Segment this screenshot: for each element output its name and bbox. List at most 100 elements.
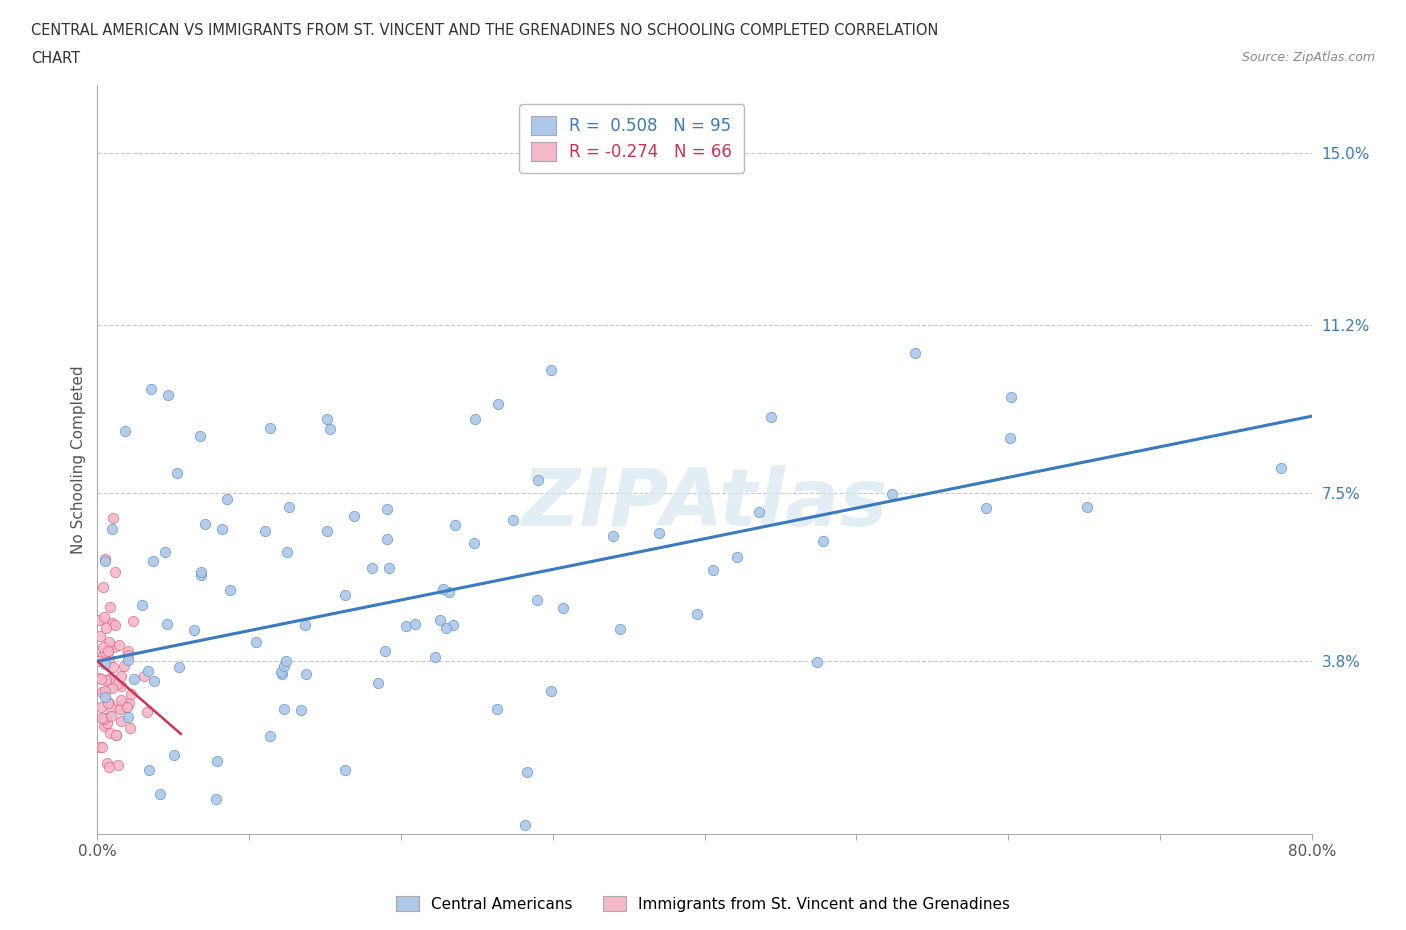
Point: [94, 620, 117, 635]
Point: [367, 676, 389, 691]
Point: [94, 684, 117, 698]
Point: [361, 560, 384, 575]
Text: ZIPAtlas: ZIPAtlas: [522, 465, 887, 543]
Point: [273, 658, 295, 673]
Point: [648, 525, 671, 540]
Point: [110, 669, 132, 684]
Point: [107, 638, 129, 653]
Point: [94, 552, 117, 567]
Point: [97, 696, 120, 711]
Point: [609, 621, 631, 636]
Point: [441, 618, 464, 632]
Legend: R =  0.508   N = 95, R = -0.274   N = 66: R = 0.508 N = 95, R = -0.274 N = 66: [519, 104, 744, 173]
Point: [94, 689, 117, 704]
Point: [118, 696, 141, 711]
Point: [105, 727, 128, 742]
Point: [316, 524, 339, 538]
Point: [93, 712, 115, 727]
Point: [91, 739, 114, 754]
Point: [215, 492, 238, 507]
Point: [138, 763, 160, 777]
Point: [87, 654, 110, 669]
Point: [132, 668, 155, 683]
Point: [486, 397, 509, 412]
Point: [100, 680, 122, 695]
Point: [319, 421, 342, 436]
Point: [190, 568, 212, 583]
Point: [91, 711, 114, 725]
Point: [998, 431, 1021, 445]
Point: [97, 644, 120, 658]
Point: [118, 720, 141, 735]
Point: [404, 616, 426, 631]
Point: [98, 726, 121, 741]
Point: [526, 472, 548, 487]
Point: [105, 676, 128, 691]
Point: [204, 792, 226, 807]
Point: [139, 382, 162, 397]
Point: [105, 728, 128, 743]
Point: [395, 618, 418, 633]
Text: Source: ZipAtlas.com: Source: ZipAtlas.com: [1241, 51, 1375, 64]
Point: [1076, 499, 1098, 514]
Point: [101, 522, 124, 537]
Point: [114, 423, 136, 438]
Point: [94, 657, 117, 671]
Point: [434, 620, 457, 635]
Point: [166, 466, 188, 481]
Point: [294, 618, 316, 632]
Point: [194, 516, 217, 531]
Point: [131, 598, 153, 613]
Point: [98, 760, 121, 775]
Point: [540, 363, 562, 378]
Point: [117, 652, 139, 667]
Point: [117, 647, 139, 662]
Point: [107, 758, 129, 773]
Point: [218, 582, 240, 597]
Point: [245, 634, 267, 649]
Point: [149, 786, 172, 801]
Point: [423, 650, 446, 665]
Point: [437, 585, 460, 600]
Point: [94, 711, 117, 725]
Point: [602, 528, 624, 543]
Point: [100, 709, 122, 724]
Point: [89, 612, 111, 627]
Point: [110, 698, 132, 713]
Point: [101, 511, 124, 525]
Point: [98, 652, 121, 667]
Point: [110, 714, 132, 729]
Point: [104, 618, 127, 632]
Point: [374, 644, 396, 658]
Point: [273, 701, 295, 716]
Point: [725, 549, 748, 564]
Point: [96, 716, 118, 731]
Point: [122, 614, 145, 629]
Point: [108, 702, 131, 717]
Point: [513, 817, 536, 832]
Point: [94, 644, 117, 659]
Point: [89, 628, 111, 643]
Point: [90, 699, 112, 714]
Point: [761, 409, 783, 424]
Point: [211, 522, 233, 537]
Point: [93, 718, 115, 733]
Point: [103, 659, 125, 674]
Point: [516, 764, 538, 779]
Text: CENTRAL AMERICAN VS IMMIGRANTS FROM ST. VINCENT AND THE GRENADINES NO SCHOOLING : CENTRAL AMERICAN VS IMMIGRANTS FROM ST. …: [31, 23, 938, 38]
Point: [110, 692, 132, 707]
Point: [806, 655, 828, 670]
Point: [90, 671, 112, 686]
Point: [254, 524, 277, 538]
Point: [188, 429, 211, 444]
Point: [100, 701, 122, 716]
Point: [1270, 460, 1292, 475]
Point: [156, 617, 179, 631]
Point: [91, 647, 114, 662]
Point: [98, 599, 121, 614]
Point: [135, 704, 157, 719]
Point: [156, 388, 179, 403]
Point: [93, 610, 115, 625]
Point: [259, 421, 281, 436]
Point: [205, 753, 228, 768]
